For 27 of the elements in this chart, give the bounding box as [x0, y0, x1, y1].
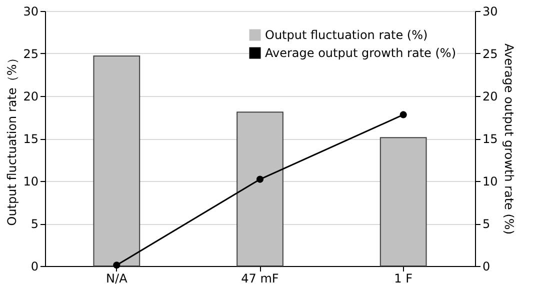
x-tick-label: 1 F — [394, 272, 413, 286]
point — [113, 262, 120, 269]
bar — [380, 137, 427, 266]
y-tick-label: 0 — [30, 260, 38, 274]
legend-label: Output fluctuation rate (%) — [265, 28, 428, 42]
y-axis-title: Output fluctuation rate（%） — [5, 52, 20, 226]
y-tick-label: 5 — [30, 217, 38, 231]
legend-label: Average output growth rate (%) — [265, 46, 456, 60]
bar — [93, 56, 140, 266]
y2-tick-label: 20 — [482, 90, 498, 104]
x-tick-label: N/A — [106, 272, 128, 286]
point — [256, 176, 264, 183]
y-tick-label: 25 — [23, 47, 38, 61]
y2-axis-title: Average output growth rate (%) — [502, 43, 516, 235]
y2-tick-label: 0 — [482, 260, 490, 274]
y2-tick-label: 30 — [482, 4, 498, 18]
y-tick-label: 15 — [23, 132, 38, 146]
y-tick-label: 20 — [23, 90, 38, 104]
x-tick-label: 47 mF — [241, 272, 279, 286]
bar — [236, 112, 284, 266]
y2-tick-label: 25 — [482, 47, 498, 61]
y2-tick-label: 15 — [482, 132, 498, 146]
point — [400, 111, 407, 118]
y-tick-label: 30 — [23, 4, 38, 18]
y-tick-label: 10 — [23, 174, 38, 188]
y2-tick-label: 5 — [482, 217, 490, 231]
y2-tick-label: 10 — [482, 174, 498, 188]
